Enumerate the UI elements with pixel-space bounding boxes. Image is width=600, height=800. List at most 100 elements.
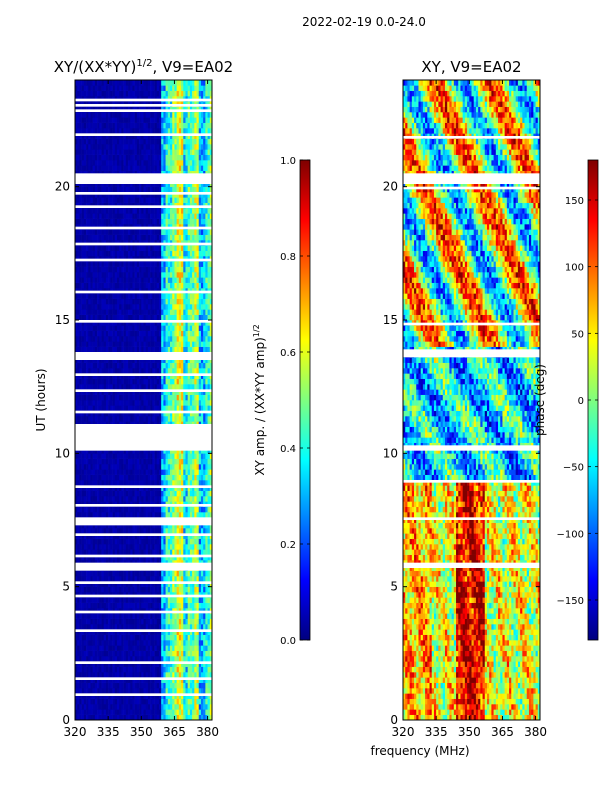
phase-colorbar: −150 −100 −50 0 50 100 150 phase (deg) bbox=[533, 159, 599, 641]
y-tick-label: 10 bbox=[383, 446, 398, 460]
amp-colorbar-label: XY amp. / (XX*YY amp)1/2 bbox=[252, 324, 267, 475]
flagged-row-7 bbox=[403, 173, 540, 184]
amp-colorbar-label-base: XY amp. / (XX*YY amp) bbox=[253, 337, 267, 475]
flagged-row-23 bbox=[75, 205, 212, 208]
flagged-row-26 bbox=[75, 133, 212, 136]
flagged-row-6 bbox=[75, 581, 212, 584]
y-tick-label: 0 bbox=[390, 713, 398, 727]
colorbar-tick-label: 0.2 bbox=[280, 540, 296, 551]
flagged-row-3 bbox=[75, 629, 212, 632]
x-tick-label: 335 bbox=[425, 725, 448, 739]
flagged-row-27 bbox=[75, 109, 212, 112]
amp-colorbar: 0.0 0.2 0.4 0.6 0.8 1.0 XY amp. / (XX*YY amp)… bbox=[252, 156, 311, 647]
phase-colorbar-ticks: −150 −100 −50 0 50 100 150 bbox=[557, 196, 598, 607]
colorbar-tick-label: 0.0 bbox=[280, 636, 296, 647]
x-tick-label: 365 bbox=[163, 725, 186, 739]
y-tick-label: 10 bbox=[55, 446, 70, 460]
colorbar-tick-label: 1.0 bbox=[280, 156, 296, 167]
y-tick-label: 20 bbox=[55, 180, 70, 194]
flagged-row-8 bbox=[75, 554, 212, 558]
phase-y-axis: 0 5 10 15 20 bbox=[383, 180, 540, 727]
flagged-row-5 bbox=[403, 322, 540, 326]
flagged-row-5 bbox=[75, 594, 212, 598]
flagged-row-7 bbox=[75, 562, 212, 571]
y-tick-label: 0 bbox=[62, 713, 70, 727]
colorbar-tick-label: −50 bbox=[563, 463, 584, 474]
flagged-row-4 bbox=[75, 610, 212, 614]
y-tick-label: 20 bbox=[383, 180, 398, 194]
y-tick-label: 5 bbox=[62, 580, 70, 594]
x-tick-label: 365 bbox=[491, 725, 514, 739]
phase-flagged-rows bbox=[403, 136, 540, 568]
colorbar-tick-label: 0.8 bbox=[280, 252, 296, 263]
flagged-row-0 bbox=[403, 562, 540, 568]
colorbar-tick-label: 150 bbox=[565, 196, 584, 207]
amp-y-axis: 0 5 10 15 20 bbox=[55, 180, 212, 727]
phase-title: XY, V9=EA02 bbox=[421, 58, 521, 76]
flagged-row-3 bbox=[403, 445, 540, 451]
x-tick-label: 335 bbox=[97, 725, 120, 739]
phase-axes-frame bbox=[402, 79, 541, 721]
colorbar-tick-label: 0.6 bbox=[280, 348, 296, 359]
flagged-row-29 bbox=[75, 98, 212, 102]
x-tick-label: 350 bbox=[130, 725, 153, 739]
phase-xlabel: frequency (MHz) bbox=[370, 744, 469, 758]
phase-colorbar-label: phase (deg) bbox=[533, 364, 547, 436]
y-tick-label: 15 bbox=[55, 313, 70, 327]
flagged-row-12 bbox=[75, 485, 212, 488]
flagged-row-16 bbox=[75, 373, 212, 376]
flagged-row-1 bbox=[75, 677, 212, 680]
flagged-row-28 bbox=[75, 104, 212, 107]
flagged-row-1 bbox=[403, 517, 540, 520]
x-tick-label: 350 bbox=[458, 725, 481, 739]
amp-title-suffix: , V9=EA02 bbox=[152, 58, 233, 76]
flagged-row-24 bbox=[75, 192, 212, 195]
flagged-row-19 bbox=[75, 290, 212, 294]
flagged-row-18 bbox=[75, 320, 212, 323]
amp-panel: XY/(XX*YY)1/2, V9=EA02 320 335 350 365 380 0… bbox=[34, 58, 233, 739]
colorbar-tick-label: 0 bbox=[578, 396, 584, 407]
flagged-row-9 bbox=[75, 533, 212, 536]
colorbar-tick-label: 100 bbox=[565, 263, 584, 274]
colorbar-tick-label: 50 bbox=[571, 329, 584, 340]
y-tick-label: 5 bbox=[390, 580, 398, 594]
amp-flagged-rows bbox=[75, 98, 212, 696]
flagged-row-2 bbox=[403, 480, 540, 483]
flagged-row-13 bbox=[75, 424, 212, 451]
flagged-row-0 bbox=[75, 693, 212, 696]
flagged-row-4 bbox=[403, 349, 540, 358]
flagged-row-17 bbox=[75, 352, 212, 360]
flagged-row-14 bbox=[75, 410, 212, 414]
x-tick-label: 320 bbox=[64, 725, 87, 739]
colorbar-tick-label: −100 bbox=[557, 529, 584, 540]
flagged-row-6 bbox=[403, 186, 540, 190]
amp-colorbar-label-exponent: 1/2 bbox=[252, 324, 261, 337]
amp-colorbar-ticks: 0.0 0.2 0.4 0.6 0.8 1.0 bbox=[280, 156, 310, 647]
flagged-row-2 bbox=[75, 661, 212, 664]
colorbar-tick-label: −150 bbox=[557, 596, 584, 607]
amp-title-base: XY/(XX*YY) bbox=[54, 58, 137, 76]
x-tick-label: 320 bbox=[392, 725, 415, 739]
amp-axes-frame bbox=[74, 79, 213, 721]
phase-panel: XY, V9=EA02 320 335 350 365 380 0 5 10 15 20 fre… bbox=[370, 58, 547, 758]
amp-title: XY/(XX*YY)1/2, V9=EA02 bbox=[54, 58, 233, 76]
flagged-row-21 bbox=[75, 242, 212, 246]
flagged-row-22 bbox=[75, 226, 212, 230]
flagged-row-20 bbox=[75, 258, 212, 262]
amp-x-axis: 320 335 350 365 380 bbox=[64, 80, 219, 739]
flagged-row-15 bbox=[75, 389, 212, 392]
flagged-row-11 bbox=[75, 504, 212, 507]
flagged-row-8 bbox=[403, 136, 540, 139]
phase-heatmap bbox=[403, 80, 540, 720]
x-tick-label: 380 bbox=[524, 725, 547, 739]
amp-title-exponent: 1/2 bbox=[136, 58, 152, 69]
y-tick-label: 15 bbox=[383, 313, 398, 327]
flagged-row-25 bbox=[75, 173, 212, 184]
flagged-row-10 bbox=[75, 517, 212, 526]
phase-x-axis: 320 335 350 365 380 bbox=[392, 80, 547, 739]
x-tick-label: 380 bbox=[196, 725, 219, 739]
colorbar-tick-label: 0.4 bbox=[280, 444, 296, 455]
figure-suptitle: 2022-02-19 0.0-24.0 bbox=[302, 15, 426, 29]
amp-colorbar-gradient bbox=[299, 159, 311, 641]
